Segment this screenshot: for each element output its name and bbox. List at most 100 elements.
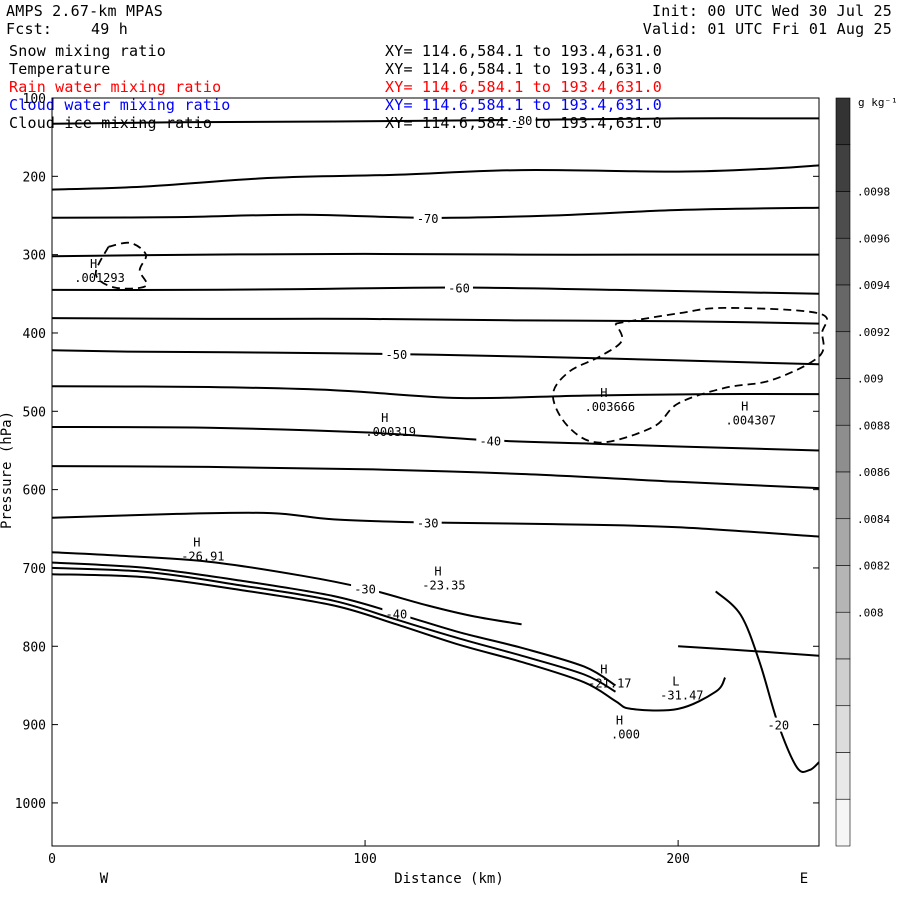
contour-label-bg: [413, 210, 442, 225]
field-xy-snow: XY= 114.6,584.1 to 193.4,631.0: [385, 42, 662, 60]
y-tick-label: 500: [23, 405, 46, 420]
colorbar-swatch: [835, 658, 851, 707]
contour-label-bg: [413, 515, 442, 530]
field-name-temperature: Temperature: [9, 60, 111, 78]
colorbar-swatch: [835, 144, 851, 192]
temperature-contour: [51, 573, 726, 712]
extremum-value: .000319: [365, 425, 416, 439]
extremum-value: -21.17: [588, 677, 631, 691]
field-xy-rain: XY= 114.6,584.1 to 193.4,631.0: [385, 78, 662, 96]
y-tick-label: 900: [23, 719, 46, 734]
temperature-contour: [715, 590, 820, 773]
extremum-letter: H: [193, 536, 200, 550]
temperature-contour: [51, 349, 820, 366]
x-right-end-label: E: [800, 871, 808, 887]
contour-label: -40: [479, 434, 501, 448]
temperature-contour: [51, 252, 819, 258]
colorbar-tick-label: .0086: [857, 466, 890, 479]
extremum-value: .001293: [74, 271, 125, 285]
temperature-contour: [51, 511, 820, 538]
colorbar-swatch: [835, 284, 851, 333]
y-tick-label: 200: [23, 170, 46, 185]
colorbar-tick-label: .009: [857, 373, 884, 386]
extremum-letter: H: [741, 399, 748, 413]
y-tick-label: 100: [23, 92, 46, 107]
contour-label: -60: [448, 282, 470, 296]
field-name-snow: Snow mixing ratio: [9, 42, 166, 60]
model-title: AMPS 2.67-km MPAS: [6, 2, 163, 20]
colorbar-swatch: [835, 97, 851, 146]
colorbar-swatch: [835, 611, 851, 660]
extremum-letter: H: [434, 565, 441, 579]
temperature-contour: [51, 566, 617, 693]
plot-frame: [51, 97, 820, 847]
init-time: Init: 00 UTC Wed 30 Jul 25: [652, 2, 892, 20]
colorbar-swatch: [835, 191, 851, 239]
contour-label: -80: [511, 114, 533, 128]
colorbar-swatch: [835, 237, 851, 286]
extremum-letter: H: [381, 411, 388, 425]
contour-label-bg: [382, 347, 411, 362]
y-tick-label: 800: [23, 640, 46, 655]
colorbar-tick-label: .0094: [857, 279, 890, 292]
extremum-value: .004307: [725, 413, 776, 427]
colorbar-tick-label: .0096: [857, 232, 890, 245]
y-tick-label: 300: [23, 249, 46, 264]
extremum-letter: H: [616, 714, 623, 728]
x-tick-label: 100: [353, 852, 376, 867]
contour-label: -30: [354, 582, 376, 596]
contour-label-bg: [507, 112, 536, 127]
contour-label-bg: [764, 717, 793, 732]
y-tick-label: 1000: [15, 797, 46, 812]
temperature-contour: [51, 317, 820, 325]
x-left-end-label: W: [100, 871, 109, 887]
snow-contour: [551, 306, 828, 444]
extremum-value: -23.35: [422, 579, 465, 593]
colorbar-swatch: [835, 798, 851, 847]
extremum-letter: H: [600, 386, 607, 400]
colorbar-tick-label: .0092: [857, 326, 890, 339]
colorbar-swatch: [835, 424, 851, 473]
temperature-contour: [51, 286, 820, 295]
temperature-contour: [678, 645, 820, 657]
colorbar-tick-label: .0098: [857, 186, 890, 199]
y-tick-label: 600: [23, 484, 46, 499]
y-axis-label: Pressure (hPa): [0, 411, 15, 529]
field-xy-temperature: XY= 114.6,584.1 to 193.4,631.0: [385, 60, 662, 78]
extremum-value: -31.47: [660, 688, 703, 702]
forecast-hours: 49 h: [91, 20, 128, 38]
temperature-contour: [51, 164, 820, 191]
x-tick-label: 200: [666, 852, 689, 867]
temperature-contour: [51, 117, 820, 125]
colorbar-unit: g kg⁻¹: [858, 96, 898, 109]
temperature-contour: [51, 551, 522, 626]
valid-time: Valid: 01 UTC Fri 01 Aug 25: [642, 20, 892, 38]
extremum-value: -26.91: [181, 550, 224, 564]
y-tick-label: 400: [23, 327, 46, 342]
colorbar-swatch: [835, 471, 851, 520]
colorbar-swatch: [835, 331, 851, 379]
contour-label: -50: [386, 348, 408, 362]
contour-label: -20: [767, 719, 789, 733]
colorbar-tick-label: .0084: [857, 513, 890, 526]
colorbar-swatch: [835, 518, 851, 566]
colorbar-swatch: [835, 705, 851, 753]
forecast-label: Fcst:: [6, 20, 53, 38]
temperature-contour: [51, 385, 820, 400]
snow-contour: [94, 241, 148, 290]
extremum-value: .000: [611, 728, 640, 742]
contour-label-bg: [351, 581, 380, 596]
colorbar-swatch: [835, 565, 851, 613]
contour-label: -70: [417, 212, 439, 226]
contour-label-bg: [476, 433, 505, 448]
contour-label: -30: [417, 517, 439, 531]
colorbar-swatch: [835, 752, 851, 800]
extremum-value: .003666: [585, 400, 636, 414]
y-tick-label: 700: [23, 562, 46, 577]
temperature-contour: [51, 465, 820, 490]
field-name-rain: Rain water mixing ratio: [9, 78, 222, 96]
contour-label-bg: [444, 280, 473, 295]
x-axis-label: Distance (km): [394, 871, 504, 887]
colorbar-tick-label: .008: [857, 606, 884, 619]
